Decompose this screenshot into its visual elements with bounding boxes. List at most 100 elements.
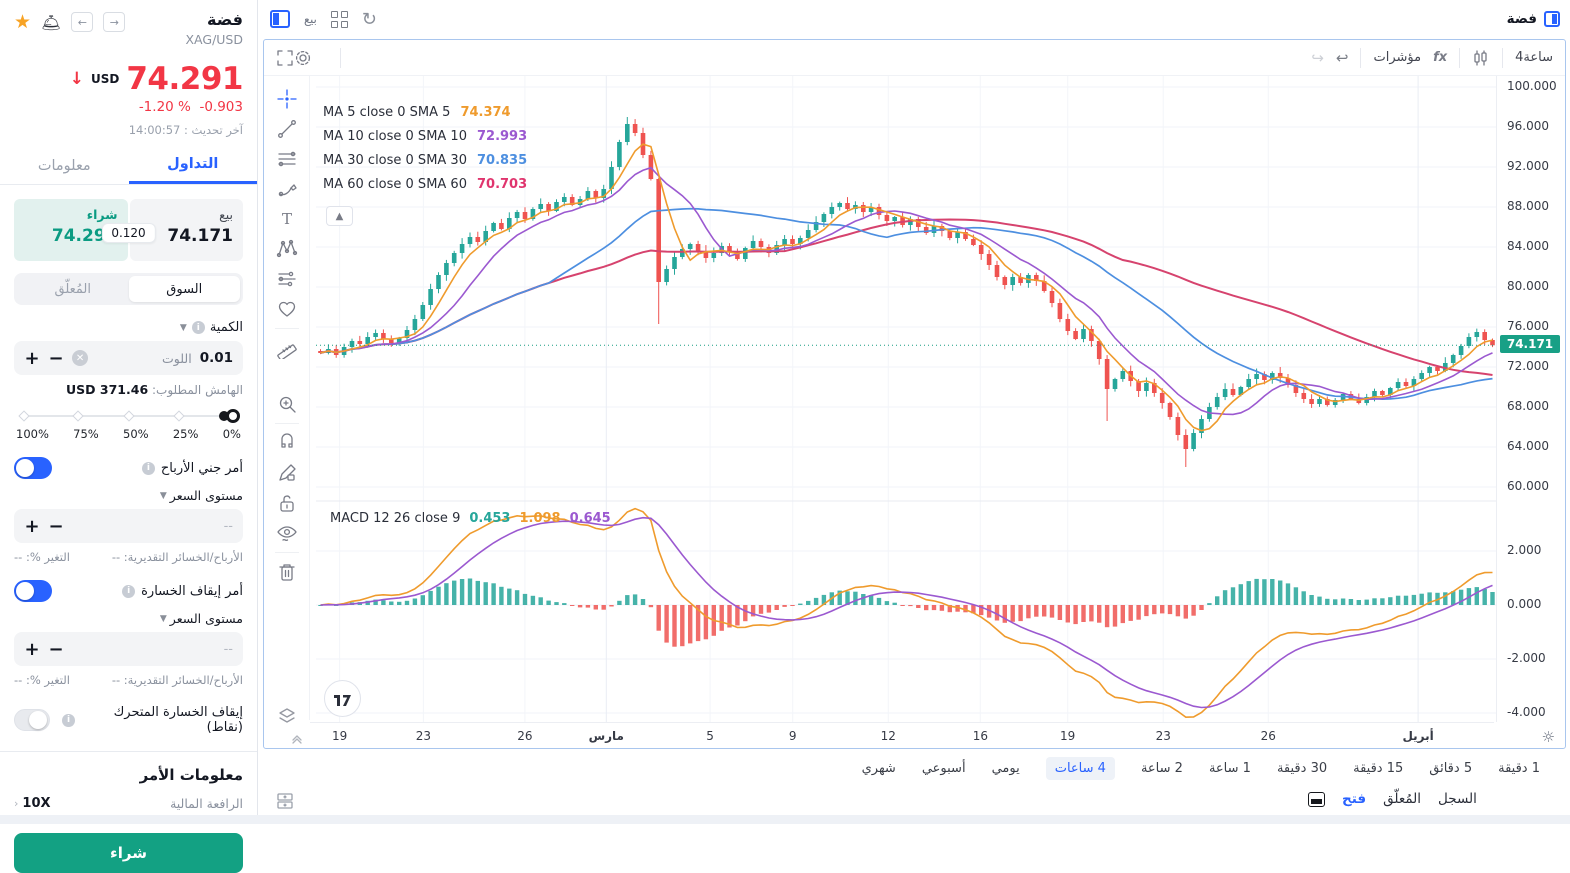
margin-percent-slider[interactable]	[18, 409, 240, 423]
xabcd-pattern-icon[interactable]	[272, 234, 302, 264]
order-type-market[interactable]: السوق	[128, 276, 240, 302]
sl-minus-button[interactable]: −	[48, 638, 64, 660]
time-axis[interactable]: 19 23 26 مارس 5 9 12 16 19 23 26 أبريل	[310, 722, 1494, 749]
take-profit-toggle[interactable]	[14, 457, 52, 479]
leverage-value[interactable]: 10X	[22, 796, 51, 811]
timeframe-item[interactable]: يومي	[991, 760, 1020, 776]
grid-icon[interactable]	[330, 10, 348, 28]
sl-plus-button[interactable]: +	[24, 638, 40, 660]
lock-icon[interactable]	[272, 488, 302, 518]
gear-icon[interactable]	[294, 49, 326, 67]
ruler-icon[interactable]	[272, 333, 302, 363]
timeframe-item[interactable]: 1 ساعة	[1208, 760, 1251, 776]
axis-settings-icon[interactable]: ☼	[1541, 728, 1555, 746]
quantity-plus-button[interactable]: +	[24, 347, 40, 369]
chart-plot-area[interactable]	[316, 76, 1496, 722]
trailing-stop-toggle[interactable]	[14, 709, 51, 731]
refresh-icon[interactable]: ↻	[361, 8, 377, 30]
crosshair-icon[interactable]	[272, 84, 302, 114]
tab-trade[interactable]: التداول	[128, 147, 257, 184]
fullscreen-icon[interactable]	[276, 49, 294, 67]
tab-open-positions[interactable]: فتح	[1342, 791, 1367, 807]
chevron-down-icon[interactable]: ▼	[179, 322, 187, 333]
quantity-value[interactable]: 0.01	[199, 350, 233, 366]
slider-handle-ring[interactable]	[226, 409, 240, 423]
positions-panel-icon[interactable]	[1308, 791, 1325, 807]
ma-indicator-labels[interactable]: MA 5 close 0 SMA 5 74.374 MA 10 close 0 SM…	[323, 100, 527, 196]
draw-lock-icon[interactable]	[272, 458, 302, 488]
tab-history[interactable]: السجل	[1438, 791, 1477, 807]
time-axis-collapse-icon[interactable]	[290, 730, 304, 749]
prev-instrument-button[interactable]: ←	[71, 12, 94, 32]
chevron-left-icon[interactable]: ‹	[14, 797, 19, 810]
macd-tick: 2.000	[1507, 543, 1542, 557]
ma-label-row[interactable]: MA 5 close 0 SMA 5 74.374	[323, 104, 511, 120]
candle-style-icon[interactable]	[1472, 49, 1490, 67]
info-icon[interactable]: i	[122, 584, 136, 598]
trendline-icon[interactable]	[272, 114, 302, 144]
tp-price-level-label[interactable]: مستوى السعر	[169, 488, 243, 503]
info-icon[interactable]: i	[191, 321, 205, 334]
trash-icon[interactable]	[272, 557, 302, 587]
timeframe-item[interactable]: 5 دقائق	[1429, 760, 1473, 776]
collapse-indicators-button[interactable]: ▲	[326, 206, 353, 226]
price-tick: 96.000	[1507, 119, 1549, 133]
undo-icon[interactable]: ↩	[1335, 48, 1349, 67]
timeframe-item[interactable]: 4 ساعات	[1045, 756, 1115, 780]
tp-estimates: الأرباح/الخسائر التقديرية: -- التغير %: -…	[14, 550, 243, 564]
timeframe-item[interactable]: 1 دقيقة	[1498, 760, 1540, 776]
slider-handle[interactable]	[219, 411, 229, 421]
ma-label-row[interactable]: MA 10 close 0 SMA 10 72.993	[323, 128, 528, 144]
quantity-stepper[interactable]: 0.01 اللوت ✕ − +	[14, 341, 243, 375]
trade-sidebar: فضة XAG/USD ★ 🛎︎ ← → ↓ USD 74.291 -1.20 …	[0, 0, 258, 873]
buy-submit-button[interactable]: شراء	[14, 833, 243, 873]
redo-icon[interactable]: ↪	[1311, 48, 1324, 67]
expand-panel-icon[interactable]	[276, 792, 294, 814]
quantity-minus-button[interactable]: −	[48, 347, 64, 369]
text-tool-icon[interactable]: T	[272, 204, 302, 234]
layers-icon[interactable]	[277, 706, 297, 730]
panel-layout-icon[interactable]	[270, 10, 290, 28]
chevron-down-icon[interactable]: ▼	[159, 490, 167, 501]
favorite-star-icon[interactable]: ★	[14, 11, 32, 33]
tab-pending-orders[interactable]: المُعلّق	[1383, 791, 1422, 807]
eye-icon[interactable]	[272, 518, 302, 548]
macd-tick: -2.000	[1507, 651, 1546, 665]
tp-minus-button[interactable]: −	[48, 515, 64, 537]
timeframe-item[interactable]: 15 دقيقة	[1353, 760, 1404, 776]
price-axis[interactable]: 100.000 96.000 92.000 88.000 84.000 80.000 76.…	[1496, 76, 1566, 722]
heart-icon[interactable]	[272, 294, 302, 324]
fib-lines-icon[interactable]	[272, 144, 302, 174]
next-instrument-button[interactable]: →	[103, 12, 126, 32]
order-type-pending[interactable]: المُعلّق	[54, 281, 92, 297]
info-icon[interactable]: i	[62, 713, 75, 727]
sl-price-level-label[interactable]: مستوى السعر	[169, 611, 243, 626]
timeframe-item[interactable]: أسبوعي	[921, 760, 966, 776]
macd-indicator-label[interactable]: MACD 12 26 close 9 0.453 1.098 0.645	[330, 511, 611, 526]
alert-bell-icon[interactable]: 🛎︎	[41, 12, 62, 32]
ma-label-row[interactable]: MA 60 close 0 SMA 60 70.703	[323, 176, 528, 192]
timeframe-button[interactable]: 4ساعة	[1515, 50, 1553, 65]
tradingview-logo[interactable]	[324, 680, 361, 717]
timeframe-item[interactable]: شهري	[861, 760, 896, 776]
fx-icon[interactable]: fx	[1433, 50, 1448, 65]
time-tick: 23	[415, 729, 432, 743]
timeframe-item[interactable]: 30 دقيقة	[1276, 760, 1328, 776]
symbol-tab-label[interactable]: فضة	[1506, 11, 1537, 27]
magnet-icon[interactable]	[272, 428, 302, 458]
indicators-button[interactable]: مؤشرات	[1373, 50, 1422, 65]
tp-price-input[interactable]: -- − +	[14, 509, 243, 543]
zoom-in-icon[interactable]	[272, 389, 302, 419]
brush-icon[interactable]	[272, 174, 302, 204]
timeframe-item[interactable]: 2 ساعة	[1140, 760, 1183, 776]
chevron-down-icon[interactable]: ▼	[159, 613, 167, 624]
info-icon[interactable]: i	[141, 461, 155, 475]
clear-icon[interactable]: ✕	[72, 350, 88, 366]
tab-info[interactable]: معلومات	[37, 157, 91, 174]
sl-price-input[interactable]: -- − +	[14, 632, 243, 666]
stop-loss-toggle[interactable]	[14, 580, 52, 602]
forecast-icon[interactable]	[272, 264, 302, 294]
symbol-panel-icon[interactable]	[1544, 11, 1560, 27]
ma-label-row[interactable]: MA 30 close 0 SMA 30 70.835	[323, 152, 528, 168]
tp-plus-button[interactable]: +	[24, 515, 40, 537]
